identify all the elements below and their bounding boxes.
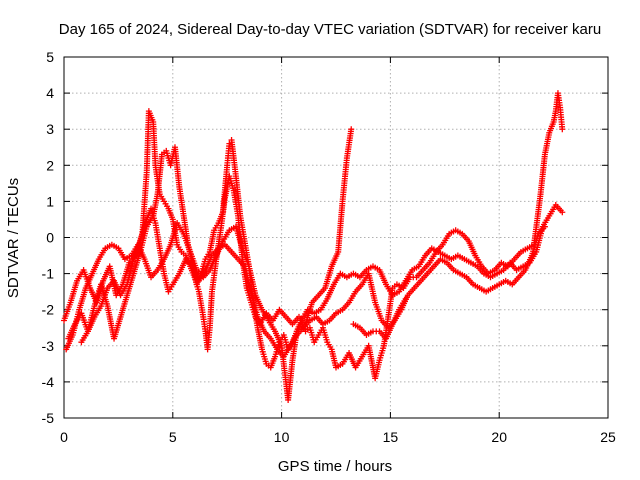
data-marks	[61, 90, 566, 403]
y-tick-label: 5	[46, 49, 54, 65]
x-tick-label: 5	[169, 429, 177, 445]
y-tick-label: 0	[46, 230, 54, 246]
y-axis-title: SDTVAR / TECUs	[5, 178, 22, 298]
x-tick-label: 10	[274, 429, 290, 445]
x-tick-labels: 0 5 10 15 20 25	[60, 429, 616, 445]
data-point	[559, 209, 566, 216]
data-point	[541, 223, 548, 230]
y-tick-label: -3	[42, 338, 55, 354]
axis-ticks	[63, 56, 609, 419]
data-point	[559, 126, 566, 133]
y-tick-label: -5	[42, 410, 55, 426]
data-point	[402, 295, 409, 302]
x-tick-label: 0	[60, 429, 68, 445]
chart-title: Day 165 of 2024, Sidereal Day-to-day VTE…	[59, 21, 601, 38]
y-tick-label: 4	[46, 85, 54, 101]
y-tick-label: -4	[42, 374, 55, 390]
y-tick-label: -1	[42, 266, 55, 282]
x-axis-title: GPS time / hours	[278, 458, 392, 475]
x-tick-label: 15	[383, 429, 399, 445]
y-tick-label: 2	[46, 157, 54, 173]
x-tick-label: 25	[600, 429, 616, 445]
x-tick-label: 20	[491, 429, 507, 445]
grid-lines	[64, 57, 608, 418]
y-tick-label: -2	[42, 302, 55, 318]
y-tick-label: 3	[46, 121, 54, 137]
y-tick-label: 1	[46, 193, 54, 209]
y-tick-labels: 5 4 3 2 1 0 -1 -2 -3 -4 -5	[42, 49, 55, 426]
data-point	[348, 126, 355, 133]
